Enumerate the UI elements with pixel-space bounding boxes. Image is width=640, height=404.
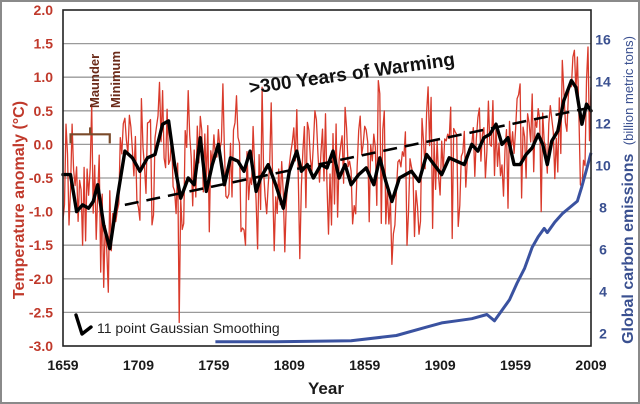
y2-tick-label: 10 (595, 157, 611, 173)
trend-line (124, 106, 592, 207)
y-tick-label: 0.0 (34, 136, 54, 152)
y-axis-title: Temperature anomaly (°C) (11, 101, 28, 299)
x-tick-label: 1909 (425, 357, 456, 373)
y-tick-label: -1.0 (29, 204, 53, 220)
legend-smoothing-icon (74, 313, 93, 336)
y2-tick-label: 12 (595, 115, 611, 131)
y2-axis-title: Global carbon emissions (billion metric … (620, 36, 637, 344)
y2-tick-label: 2 (599, 325, 607, 341)
right-axis-ticks: 16 14 12 10 8 6 4 2 (595, 31, 611, 341)
y2-tick-label: 6 (599, 241, 607, 257)
y-tick-label: -2.0 (29, 271, 53, 287)
smoothed-temperature-series (61, 78, 593, 251)
y-tick-label: 2.0 (34, 2, 54, 18)
smoothed-temperature-line (61, 78, 593, 251)
carbon-emissions-line (215, 152, 593, 344)
x-axis-ticks: 1659 1709 1759 1809 1859 1909 1959 2009 (47, 357, 606, 373)
x-tick-label: 2009 (575, 357, 606, 373)
annual-temperature-line (62, 46, 592, 324)
maunder-minimum-annotation: Maunder Minimum (69, 51, 123, 144)
y-tick-label: -0.5 (29, 170, 53, 186)
y2-axis-title-units: (billion metric tons) (621, 36, 636, 145)
y2-axis-title-main: Global carbon emissions (620, 154, 637, 344)
y2-tick-label: 8 (599, 199, 607, 215)
x-tick-label: 1809 (274, 357, 305, 373)
left-axis-ticks: 2.0 1.5 1.0 0.5 0.0 -0.5 -1.0 -1.5 -2.0 -2.5 -3.0 (29, 2, 53, 354)
plot-area-border (62, 9, 592, 347)
x-axis-title: Year (308, 379, 344, 398)
y-tick-label: 1.5 (34, 36, 54, 52)
x-tick-label: 1759 (198, 357, 229, 373)
y-tick-label: -3.0 (29, 338, 53, 354)
maunder-label-line2: Minimum (108, 51, 123, 108)
y2-tick-label: 14 (595, 73, 611, 89)
x-tick-label: 1659 (47, 357, 78, 373)
trend-line-series (124, 106, 592, 207)
x-tick-label: 1709 (123, 357, 154, 373)
carbon-emissions-series (215, 152, 593, 344)
legend: 11 point Gaussian Smoothing (74, 313, 280, 336)
y2-tick-label: 16 (595, 31, 611, 47)
y2-tick-label: 4 (599, 283, 607, 299)
maunder-bracket (69, 127, 111, 144)
chart-title: >300 Years of Warming (248, 49, 456, 99)
legend-smoothing-label: 11 point Gaussian Smoothing (97, 320, 280, 336)
y-tick-label: 1.0 (34, 69, 54, 85)
y-tick-label: -1.5 (29, 237, 53, 253)
x-tick-label: 1859 (349, 357, 380, 373)
maunder-label-line1: Maunder (87, 54, 102, 108)
gridlines (63, 42, 591, 314)
annual-temperature-series (62, 46, 592, 324)
x-tick-label: 1959 (500, 357, 531, 373)
y-tick-label: 0.5 (34, 103, 54, 119)
y-tick-label: -2.5 (29, 304, 53, 320)
